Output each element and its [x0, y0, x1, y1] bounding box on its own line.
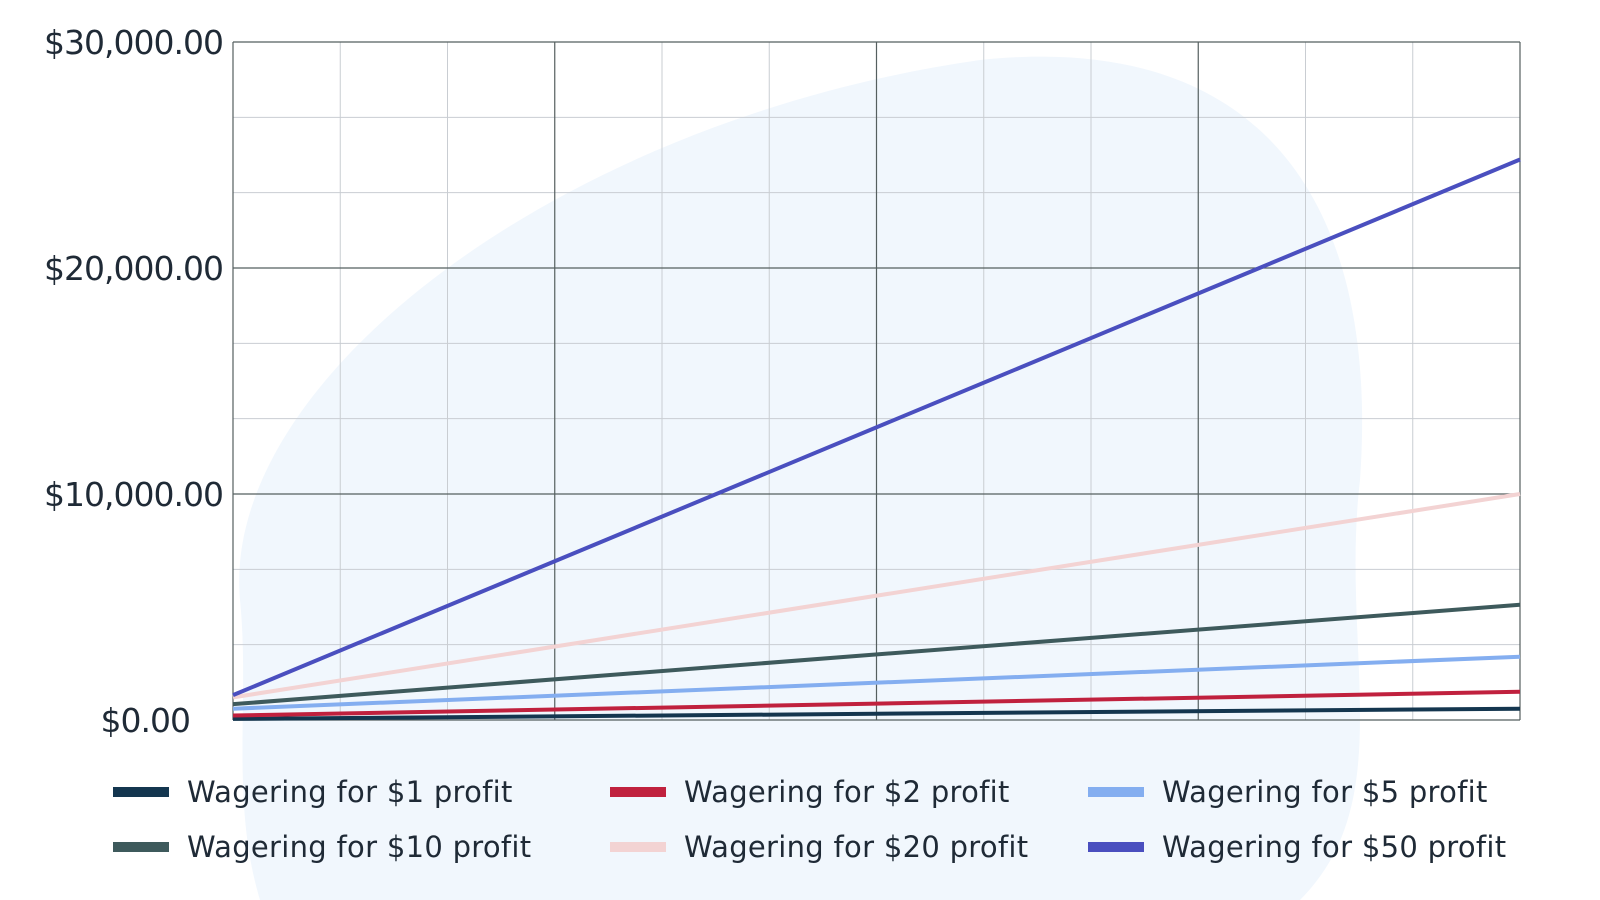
series-line [232, 689, 1521, 718]
y-tick-label: $30,000.00 [44, 23, 223, 62]
series-line [232, 157, 1521, 697]
y-axis-ticks: $0.00 $10,000.00 $20,000.00 $30,000.00 [44, 23, 224, 740]
series-line [232, 602, 1521, 707]
series-line [232, 706, 1521, 721]
y-tick-label: $10,000.00 [44, 475, 223, 514]
y-tick-label: $20,000.00 [44, 249, 223, 288]
major-gridlines [232, 41, 1521, 721]
series-lines [232, 157, 1521, 721]
series-line [232, 654, 1521, 711]
y-tick-label: $0.00 [101, 701, 190, 740]
series-line [232, 492, 1521, 700]
